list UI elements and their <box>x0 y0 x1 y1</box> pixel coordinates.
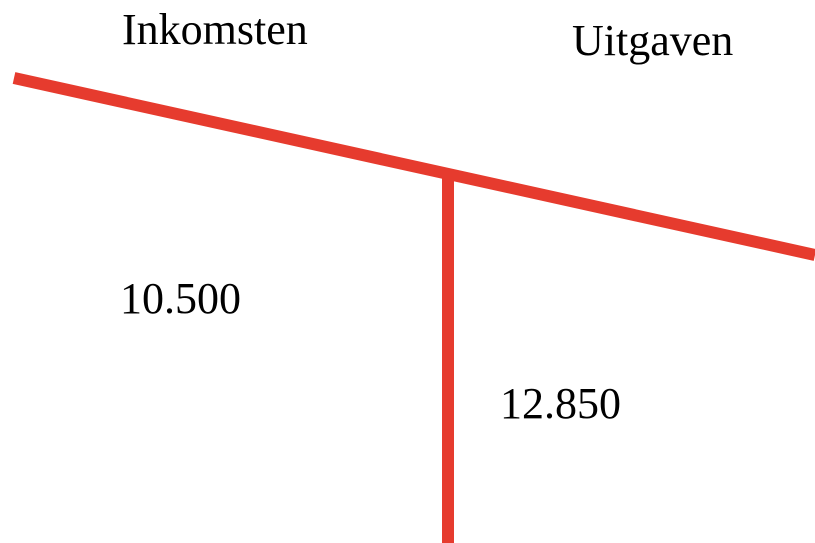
right-label: Uitgaven <box>572 16 733 65</box>
top-beam <box>12 72 815 261</box>
left-amount: 10.500 <box>120 274 241 323</box>
right-amount: 12.850 <box>500 379 621 428</box>
left-label: Inkomsten <box>122 5 308 54</box>
